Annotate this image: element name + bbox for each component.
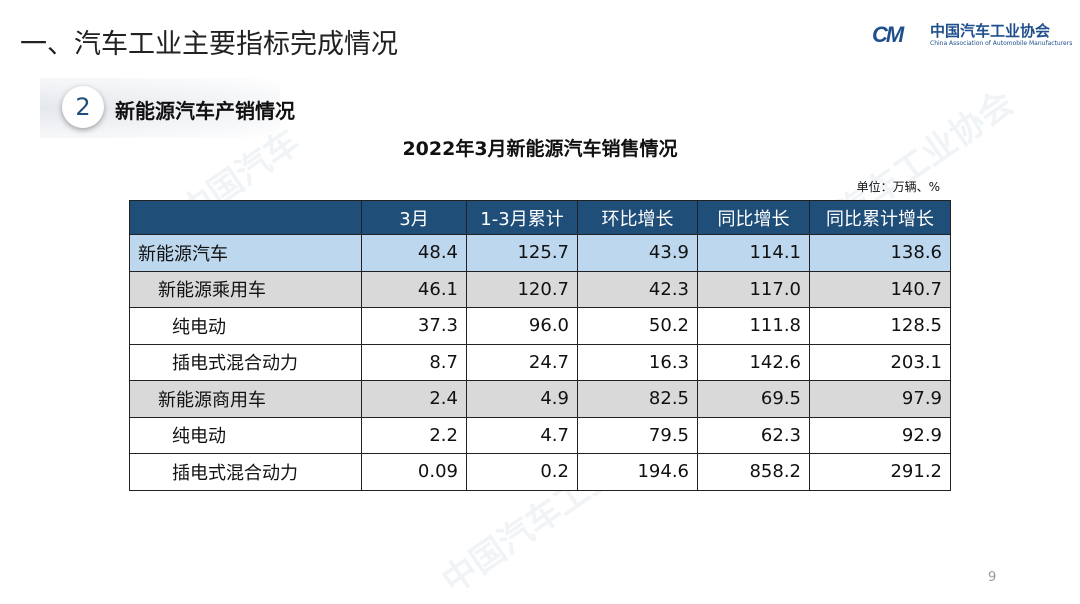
table-cell: 120.7 xyxy=(466,270,578,308)
table-cell: 16.3 xyxy=(577,343,698,381)
table-cell: 46.1 xyxy=(361,270,467,308)
column-header: 环比增长 xyxy=(577,200,698,235)
table-title: 2022年3月新能源汽车销售情况 xyxy=(402,138,678,160)
table-row: 插电式混合动力 0.09 0.2 194.6 858.2 291.2 xyxy=(129,453,951,491)
row-label: 插电式混合动力 xyxy=(129,453,362,491)
table-cell: 2.4 xyxy=(361,380,467,418)
table-row: 新能源汽车 48.4 125.7 43.9 114.1 138.6 xyxy=(129,234,951,272)
logo-mark-icon: CM xyxy=(872,22,904,47)
table-cell: 92.9 xyxy=(809,416,951,454)
section-number: 2 xyxy=(62,86,104,128)
table-cell: 97.9 xyxy=(809,380,951,418)
sales-table: 3月 1-3月累计 环比增长 同比增长 同比累计增长 新能源汽车 48.4 125.7 43.… xyxy=(129,200,951,491)
table-cell: 291.2 xyxy=(809,453,951,491)
table-cell: 42.3 xyxy=(577,270,698,308)
column-header: 同比增长 xyxy=(697,200,810,235)
table-cell: 62.3 xyxy=(697,416,810,454)
table-cell: 96.0 xyxy=(466,307,578,345)
table-row: 新能源商用车 2.4 4.9 82.5 69.5 97.9 xyxy=(129,380,951,418)
column-header: 3月 xyxy=(361,200,467,235)
table-cell: 142.6 xyxy=(697,343,810,381)
table-cell: 43.9 xyxy=(577,234,698,272)
row-label: 新能源乘用车 xyxy=(129,270,362,308)
table-cell: 858.2 xyxy=(697,453,810,491)
table-cell: 4.7 xyxy=(466,416,578,454)
table-cell: 125.7 xyxy=(466,234,578,272)
unit-label: 单位：万辆、% xyxy=(856,180,940,194)
table-cell: 2.2 xyxy=(361,416,467,454)
row-label: 纯电动 xyxy=(129,416,362,454)
table-row: 新能源乘用车 46.1 120.7 42.3 117.0 140.7 xyxy=(129,270,951,308)
table-cell: 69.5 xyxy=(697,380,810,418)
table-cell: 48.4 xyxy=(361,234,467,272)
table-row: 插电式混合动力 8.7 24.7 16.3 142.6 203.1 xyxy=(129,343,951,381)
table-cell: 138.6 xyxy=(809,234,951,272)
row-label: 新能源商用车 xyxy=(129,380,362,418)
table-cell: 194.6 xyxy=(577,453,698,491)
table-header: 3月 1-3月累计 环比增长 同比增长 同比累计增长 xyxy=(129,200,951,235)
table-cell: 82.5 xyxy=(577,380,698,418)
table-cell: 128.5 xyxy=(809,307,951,345)
table-cell: 0.2 xyxy=(466,453,578,491)
table-row: 纯电动 37.3 96.0 50.2 111.8 128.5 xyxy=(129,307,951,345)
table-cell: 114.1 xyxy=(697,234,810,272)
table-cell: 24.7 xyxy=(466,343,578,381)
logo-text-cn: 中国汽车工业协会 xyxy=(930,22,1051,40)
column-header: 1-3月累计 xyxy=(466,200,578,235)
column-header xyxy=(129,200,362,235)
section-title: 新能源汽车产销情况 xyxy=(115,99,295,123)
row-label: 纯电动 xyxy=(129,307,362,345)
table-cell: 37.3 xyxy=(361,307,467,345)
caam-logo: CM 中国汽车工业协会 China Association of Automob… xyxy=(872,18,1072,54)
logo-text-en: China Association of Automobile Manufact… xyxy=(930,40,1073,47)
table-cell: 203.1 xyxy=(809,343,951,381)
table-cell: 140.7 xyxy=(809,270,951,308)
table-cell: 4.9 xyxy=(466,380,578,418)
page-number: 9 xyxy=(988,570,997,585)
table-cell: 0.09 xyxy=(361,453,467,491)
row-label: 新能源汽车 xyxy=(129,234,362,272)
table-cell: 50.2 xyxy=(577,307,698,345)
page-title: 一、汽车工业主要指标完成情况 xyxy=(20,29,398,60)
table-row: 纯电动 2.2 4.7 79.5 62.3 92.9 xyxy=(129,416,951,454)
row-label: 插电式混合动力 xyxy=(129,343,362,381)
table-cell: 8.7 xyxy=(361,343,467,381)
table-cell: 111.8 xyxy=(697,307,810,345)
table-cell: 79.5 xyxy=(577,416,698,454)
table-cell: 117.0 xyxy=(697,270,810,308)
column-header: 同比累计增长 xyxy=(809,200,951,235)
